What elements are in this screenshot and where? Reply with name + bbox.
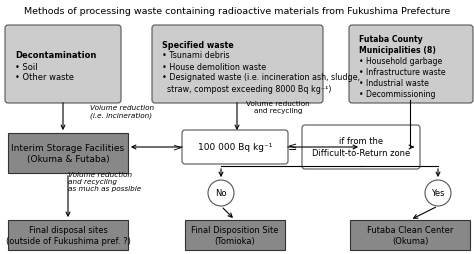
FancyBboxPatch shape: [152, 25, 323, 103]
Circle shape: [208, 180, 234, 206]
Text: 100 000 Bq kg⁻¹: 100 000 Bq kg⁻¹: [198, 143, 272, 152]
Text: • Designated waste (i.e. incineration ash, sludge,: • Designated waste (i.e. incineration as…: [162, 73, 360, 83]
Text: Methods of processing waste containing radioactive materials from Fukushima Pref: Methods of processing waste containing r…: [24, 8, 450, 17]
Text: (Okuma & Futaba): (Okuma & Futaba): [27, 155, 109, 164]
Text: if from the: if from the: [339, 137, 383, 146]
Text: >: >: [173, 142, 182, 152]
Text: Decontamination: Decontamination: [15, 52, 96, 60]
Text: Difficult-to-Return zone: Difficult-to-Return zone: [312, 149, 410, 158]
Text: Volume reduction
and recycling: Volume reduction and recycling: [246, 101, 310, 114]
Text: Volume reduction
and recycling
as much as possible: Volume reduction and recycling as much a…: [68, 172, 141, 192]
Text: Yes: Yes: [431, 188, 445, 198]
Text: • House demolition waste: • House demolition waste: [162, 62, 266, 71]
Text: Interim Storage Facilities: Interim Storage Facilities: [11, 144, 125, 153]
Text: • Tsunami debris: • Tsunami debris: [162, 52, 229, 60]
Text: Volume reduction
(i.e. incineration): Volume reduction (i.e. incineration): [90, 105, 154, 119]
Text: Municipalities (8): Municipalities (8): [359, 46, 436, 55]
Text: ≤: ≤: [288, 142, 298, 152]
Text: Final Disposition Site: Final Disposition Site: [191, 226, 279, 235]
FancyBboxPatch shape: [185, 220, 285, 250]
Circle shape: [425, 180, 451, 206]
Text: (outside of Fukushima pref. ?): (outside of Fukushima pref. ?): [6, 237, 130, 246]
Text: Futaba County: Futaba County: [359, 35, 423, 44]
Text: Specified waste: Specified waste: [162, 40, 234, 50]
Text: Final disposal sites: Final disposal sites: [28, 226, 108, 235]
Text: • Household garbage: • Household garbage: [359, 57, 442, 66]
FancyBboxPatch shape: [302, 125, 420, 169]
Text: Futaba Clean Center: Futaba Clean Center: [367, 226, 453, 235]
Text: • Other waste: • Other waste: [15, 73, 74, 83]
Text: • Soil: • Soil: [15, 62, 37, 71]
Text: • Decommissioning: • Decommissioning: [359, 90, 436, 99]
FancyBboxPatch shape: [5, 25, 121, 103]
FancyBboxPatch shape: [350, 220, 470, 250]
Text: straw, compost exceeding 8000 Bq kg⁻¹): straw, compost exceeding 8000 Bq kg⁻¹): [162, 85, 331, 93]
Text: • Infrastructure waste: • Infrastructure waste: [359, 68, 446, 77]
Text: (Tomioka): (Tomioka): [215, 237, 255, 246]
Text: • Industrial waste: • Industrial waste: [359, 79, 429, 88]
FancyBboxPatch shape: [8, 133, 128, 173]
Text: (Okuma): (Okuma): [392, 237, 428, 246]
Text: No: No: [215, 188, 227, 198]
FancyBboxPatch shape: [8, 220, 128, 250]
FancyBboxPatch shape: [182, 130, 288, 164]
FancyBboxPatch shape: [349, 25, 473, 103]
